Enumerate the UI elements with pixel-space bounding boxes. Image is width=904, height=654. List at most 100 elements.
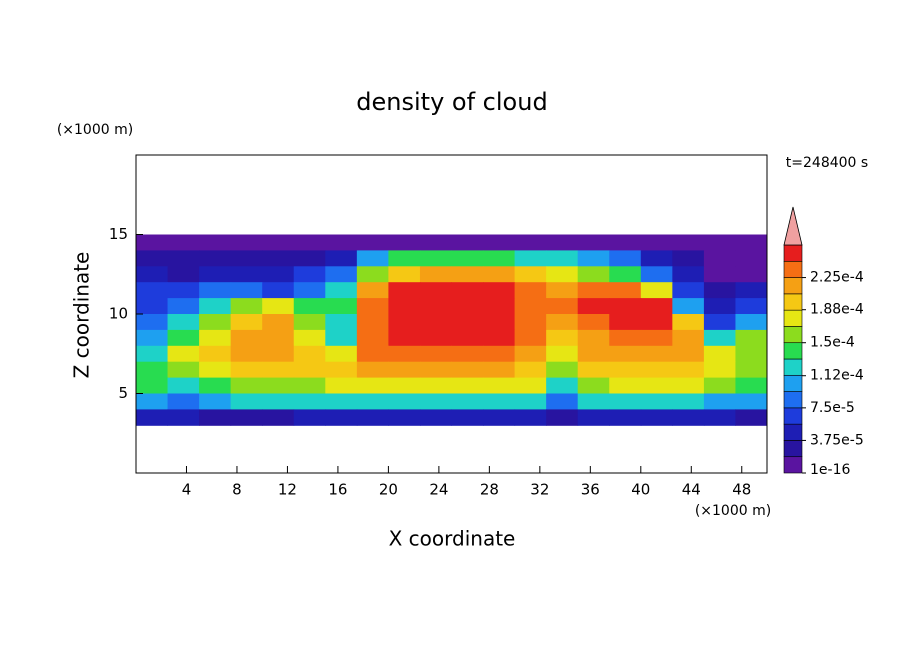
contour-cell <box>672 314 705 331</box>
contour-cell <box>356 282 389 299</box>
contour-cell <box>230 266 263 283</box>
contour-cell <box>609 329 642 347</box>
colorbar-band <box>783 374 803 392</box>
colorbar-band <box>783 326 803 344</box>
contour-cell <box>356 250 389 267</box>
contour-cell <box>672 393 705 410</box>
contour-cell <box>514 234 547 251</box>
contour-cell <box>672 298 705 315</box>
contour-cell <box>262 329 295 347</box>
colorbar-tick-label: 1.12e-4 <box>810 368 864 384</box>
contour-cell <box>735 393 768 410</box>
contour-cell <box>325 282 358 299</box>
contour-cell <box>230 393 263 410</box>
contour-cell <box>514 314 547 331</box>
contour-cell <box>262 314 295 331</box>
contour-cell <box>577 250 610 267</box>
contour-cell <box>325 409 358 426</box>
contour-cell <box>167 314 200 331</box>
y-tick-label: 15 <box>109 225 128 243</box>
contour-cell <box>640 250 673 267</box>
contour-cell <box>388 282 421 299</box>
contour-cell <box>609 298 642 315</box>
contour-cell <box>609 393 642 410</box>
contour-cell <box>230 282 263 299</box>
contour-cell <box>167 282 200 299</box>
contour-cell <box>703 314 736 331</box>
contour-cell <box>136 345 169 363</box>
contour-cell <box>388 234 421 251</box>
contour-cell <box>199 361 232 379</box>
contour-cell <box>703 234 736 251</box>
contour-cell <box>167 298 200 315</box>
contour-cell <box>451 298 484 315</box>
contour-cell <box>672 234 705 251</box>
contour-cell <box>609 409 642 426</box>
contour-cell <box>356 314 389 331</box>
contour-cell <box>672 409 705 426</box>
contour-cell <box>388 298 421 315</box>
contour-cell <box>609 345 642 363</box>
contour-cell <box>419 345 452 363</box>
contour-cell <box>356 393 389 410</box>
x-tick-label: 36 <box>581 481 600 499</box>
contour-cell <box>546 314 579 331</box>
contour-cell <box>514 266 547 283</box>
contour-cell <box>735 282 768 299</box>
x-tick-label: 4 <box>182 481 192 499</box>
contour-cell <box>293 377 326 394</box>
x-tick-label: 40 <box>631 481 650 499</box>
colorbar-band <box>783 244 803 262</box>
contour-cell <box>672 250 705 267</box>
contour-cell <box>483 361 516 379</box>
contour-cell <box>230 234 263 251</box>
contour-cell <box>609 361 642 379</box>
colorbar-band <box>783 391 803 409</box>
contour-cell <box>483 314 516 331</box>
x-tick-label: 32 <box>530 481 549 499</box>
contour-cell <box>640 298 673 315</box>
contour-cell <box>199 329 232 347</box>
contour-cell <box>262 282 295 299</box>
x-tick-label: 44 <box>682 481 701 499</box>
contour-cell <box>546 329 579 347</box>
contour-cell <box>230 361 263 379</box>
contour-cell <box>609 314 642 331</box>
x-tick-label: 24 <box>429 481 448 499</box>
y-tick-label: 5 <box>118 384 128 402</box>
y-tick-label: 10 <box>109 305 128 323</box>
contour-cell <box>577 282 610 299</box>
contour-cell <box>672 266 705 283</box>
contour-cell <box>640 393 673 410</box>
contour-cell <box>293 250 326 267</box>
contour-cell <box>546 298 579 315</box>
contour-cell <box>356 409 389 426</box>
contour-cell <box>136 361 169 379</box>
contour-cell <box>388 329 421 347</box>
contour-cell <box>577 314 610 331</box>
contour-cell <box>451 329 484 347</box>
contour-cell <box>451 314 484 331</box>
contour-cell <box>546 266 579 283</box>
contour-cell <box>325 361 358 379</box>
y-axis-label: Z coordinate <box>70 252 94 379</box>
contour-cell <box>419 266 452 283</box>
contour-cell <box>356 329 389 347</box>
contour-cell <box>230 329 263 347</box>
contour-cell <box>419 409 452 426</box>
contour-cell <box>262 234 295 251</box>
contour-cell <box>514 409 547 426</box>
contour-cell <box>546 361 579 379</box>
contour-cell <box>293 314 326 331</box>
contour-cell <box>136 393 169 410</box>
contour-cell <box>735 345 768 363</box>
contour-cell <box>640 329 673 347</box>
contour-cell <box>356 361 389 379</box>
contour-cell <box>199 314 232 331</box>
colorbar-band <box>783 440 803 458</box>
contour-cell <box>262 266 295 283</box>
contour-cell <box>293 266 326 283</box>
colorbar-band <box>783 309 803 327</box>
contour-cell <box>325 298 358 315</box>
